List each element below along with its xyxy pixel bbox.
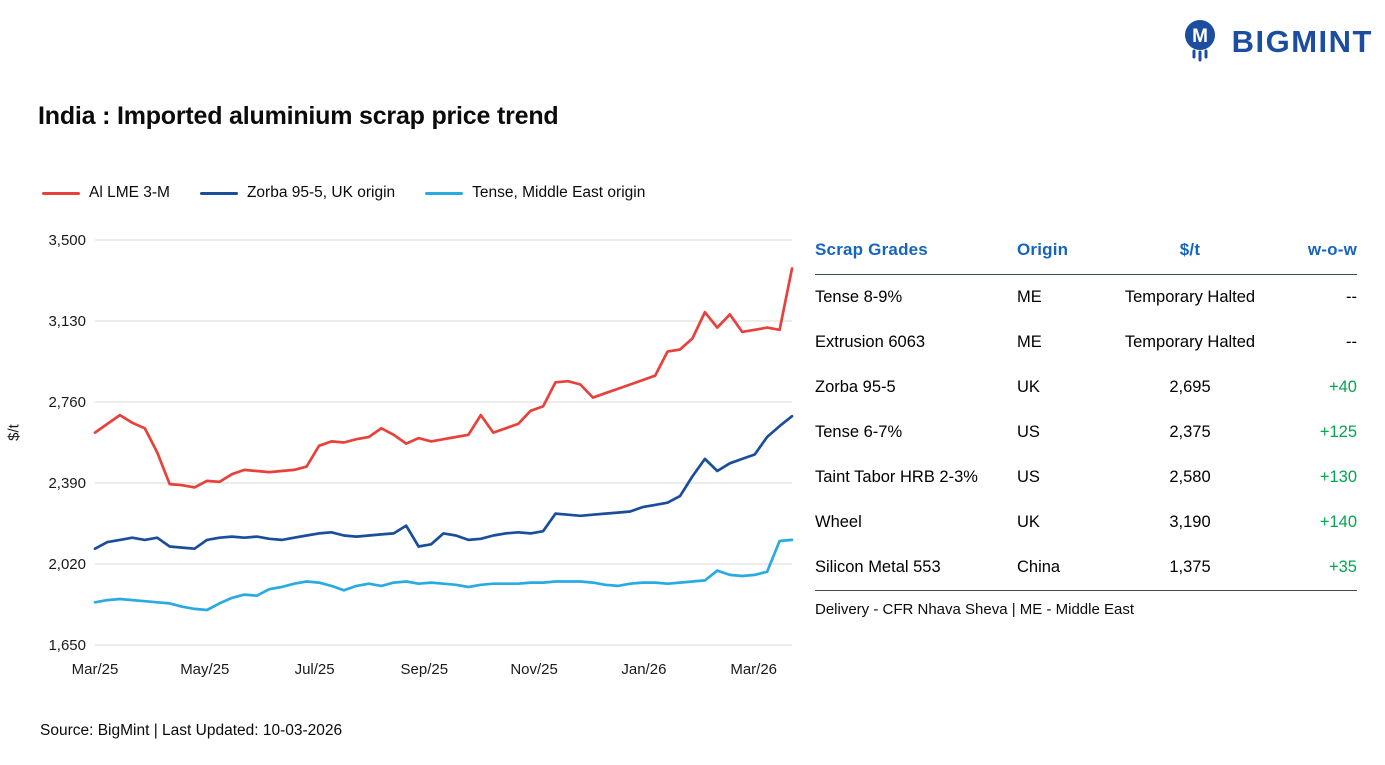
svg-text:3,500: 3,500 bbox=[48, 232, 86, 249]
origin: US bbox=[1017, 468, 1040, 486]
table-row: Wheel UK 3,190 +140 bbox=[815, 500, 1357, 545]
table-row: Silicon Metal 553 China 1,375 +35 bbox=[815, 545, 1357, 590]
svg-text:Mar/25: Mar/25 bbox=[72, 661, 119, 678]
scrap-grade: Zorba 95-5 bbox=[815, 378, 896, 396]
wow-value: +35 bbox=[1329, 558, 1357, 576]
wow-value: -- bbox=[1346, 333, 1357, 351]
table-row: Zorba 95-5 UK 2,695 +40 bbox=[815, 365, 1357, 410]
svg-text:Mar/26: Mar/26 bbox=[730, 661, 777, 678]
origin: US bbox=[1017, 423, 1040, 441]
scrap-grade: Tense 8-9% bbox=[815, 288, 903, 306]
col-header-origin: Origin bbox=[1017, 240, 1069, 259]
wow-value: +125 bbox=[1319, 423, 1357, 441]
svg-text:2,760: 2,760 bbox=[48, 394, 86, 411]
svg-text:Jan/26: Jan/26 bbox=[621, 661, 666, 678]
price-chart-canvas: 1,650 2,020 2,390 2,760 3,130 3,500 Mar/25 May/… bbox=[48, 232, 794, 678]
origin: ME bbox=[1017, 288, 1042, 306]
y-axis-label: $/t bbox=[5, 424, 23, 441]
chart-legend: Al LME 3-M Zorba 95-5, UK origin Tense, … bbox=[42, 184, 645, 202]
wow-value: -- bbox=[1346, 288, 1357, 306]
legend-label: Tense, Middle East origin bbox=[472, 184, 646, 201]
price: 2,695 bbox=[1169, 378, 1211, 396]
bigmint-logo-icon: M bbox=[1177, 16, 1223, 67]
svg-text:May/25: May/25 bbox=[180, 661, 229, 678]
source-note: Source: BigMint | Last Updated: 10-03-20… bbox=[40, 722, 343, 739]
svg-text:Jul/25: Jul/25 bbox=[295, 661, 335, 678]
legend-item-tense-me: Tense, Middle East origin bbox=[425, 184, 645, 202]
origin: UK bbox=[1017, 378, 1040, 396]
legend-line-swatch-red bbox=[42, 191, 80, 195]
price: Temporary Halted bbox=[1124, 333, 1256, 351]
table-footnote: Delivery - CFR Nhava Sheva | ME - Middle… bbox=[815, 601, 1134, 618]
svg-text:2,020: 2,020 bbox=[48, 556, 86, 573]
legend-line-swatch-navy bbox=[199, 191, 238, 195]
col-header-wow: w-o-w bbox=[1307, 240, 1357, 259]
legend-label: Zorba 95-5, UK origin bbox=[246, 184, 396, 201]
price: 3,190 bbox=[1169, 513, 1211, 531]
table-row: Extrusion 6063 ME Temporary Halted -- bbox=[815, 320, 1357, 365]
bigmint-logo-wordmark: BIGMINT bbox=[1231, 23, 1373, 59]
scrap-grade: Extrusion 6063 bbox=[815, 333, 926, 351]
price: 2,375 bbox=[1169, 423, 1211, 441]
table-row: Tense 8-9% ME Temporary Halted -- bbox=[815, 275, 1357, 320]
page-title: India : Imported aluminium scrap price t… bbox=[38, 102, 559, 130]
table-body: Tense 8-9% ME Temporary Halted -- Extrus… bbox=[815, 275, 1357, 591]
col-header-scrap-grades: Scrap Grades bbox=[815, 240, 928, 259]
scrap-grade: Wheel bbox=[815, 513, 862, 531]
svg-text:1,650: 1,650 bbox=[48, 637, 86, 654]
origin: ME bbox=[1017, 333, 1042, 351]
scrap-price-table: Scrap Grades Origin $/t w-o-w Tense 8-9%… bbox=[815, 232, 1357, 618]
origin: UK bbox=[1017, 513, 1040, 531]
wow-value: +40 bbox=[1329, 378, 1357, 396]
legend-item-zorba: Zorba 95-5, UK origin bbox=[199, 184, 396, 202]
price-trend-chart: 1,650 2,020 2,390 2,760 3,130 3,500 Mar/25 May/… bbox=[24, 222, 804, 684]
legend-label: Al LME 3-M bbox=[89, 184, 170, 201]
legend-item-al-lme: Al LME 3-M bbox=[42, 184, 170, 202]
scrap-grade: Taint Tabor HRB 2-3% bbox=[815, 468, 978, 486]
table-row: Tense 6-7% US 2,375 +125 bbox=[815, 410, 1357, 455]
price: 2,580 bbox=[1169, 468, 1211, 486]
scrap-grade: Silicon Metal 553 bbox=[815, 558, 941, 576]
wow-value: +140 bbox=[1319, 513, 1357, 531]
bigmint-logo: M BIGMINT bbox=[1177, 16, 1373, 67]
scrap-grade: Tense 6-7% bbox=[815, 423, 903, 441]
svg-text:Sep/25: Sep/25 bbox=[401, 661, 449, 678]
origin: China bbox=[1017, 558, 1061, 576]
price: 1,375 bbox=[1169, 558, 1211, 576]
wow-value: +130 bbox=[1319, 468, 1357, 486]
svg-text:Nov/25: Nov/25 bbox=[510, 661, 558, 678]
svg-text:M: M bbox=[1192, 26, 1208, 47]
svg-text:3,130: 3,130 bbox=[48, 313, 86, 330]
legend-line-swatch-cyan bbox=[425, 191, 464, 195]
table-row: Taint Tabor HRB 2-3% US 2,580 +130 bbox=[815, 455, 1357, 500]
svg-text:2,390: 2,390 bbox=[48, 475, 86, 492]
col-header-price: $/t bbox=[1179, 240, 1201, 259]
price: Temporary Halted bbox=[1124, 288, 1256, 306]
table-header-row: Scrap Grades Origin $/t w-o-w bbox=[815, 232, 1357, 275]
